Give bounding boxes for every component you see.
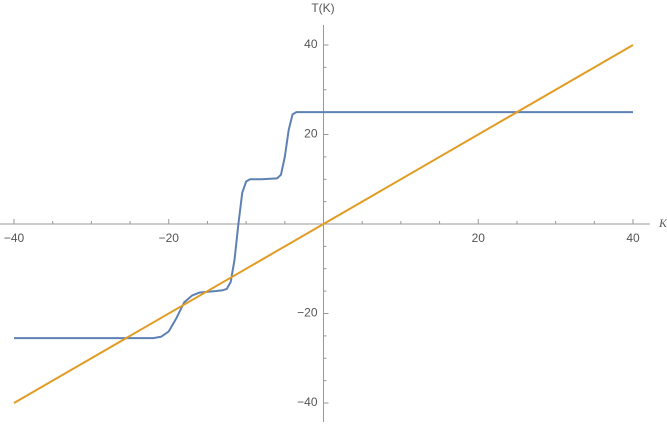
series-line [13, 44, 634, 404]
y-tick-label: 40 [304, 37, 318, 51]
x-tick-label: 40 [626, 231, 640, 245]
y-axis-label: T(K) [311, 1, 334, 15]
x-tick-label: −20 [159, 231, 180, 245]
y-tick-label: −40 [297, 395, 318, 409]
series-line [14, 111, 633, 340]
y-tick-label: 20 [304, 127, 318, 141]
y-tick-label: −20 [297, 306, 318, 320]
x-axis-label: K [658, 216, 667, 230]
x-tick-label: 20 [472, 231, 486, 245]
x-tick-label: −40 [4, 231, 25, 245]
